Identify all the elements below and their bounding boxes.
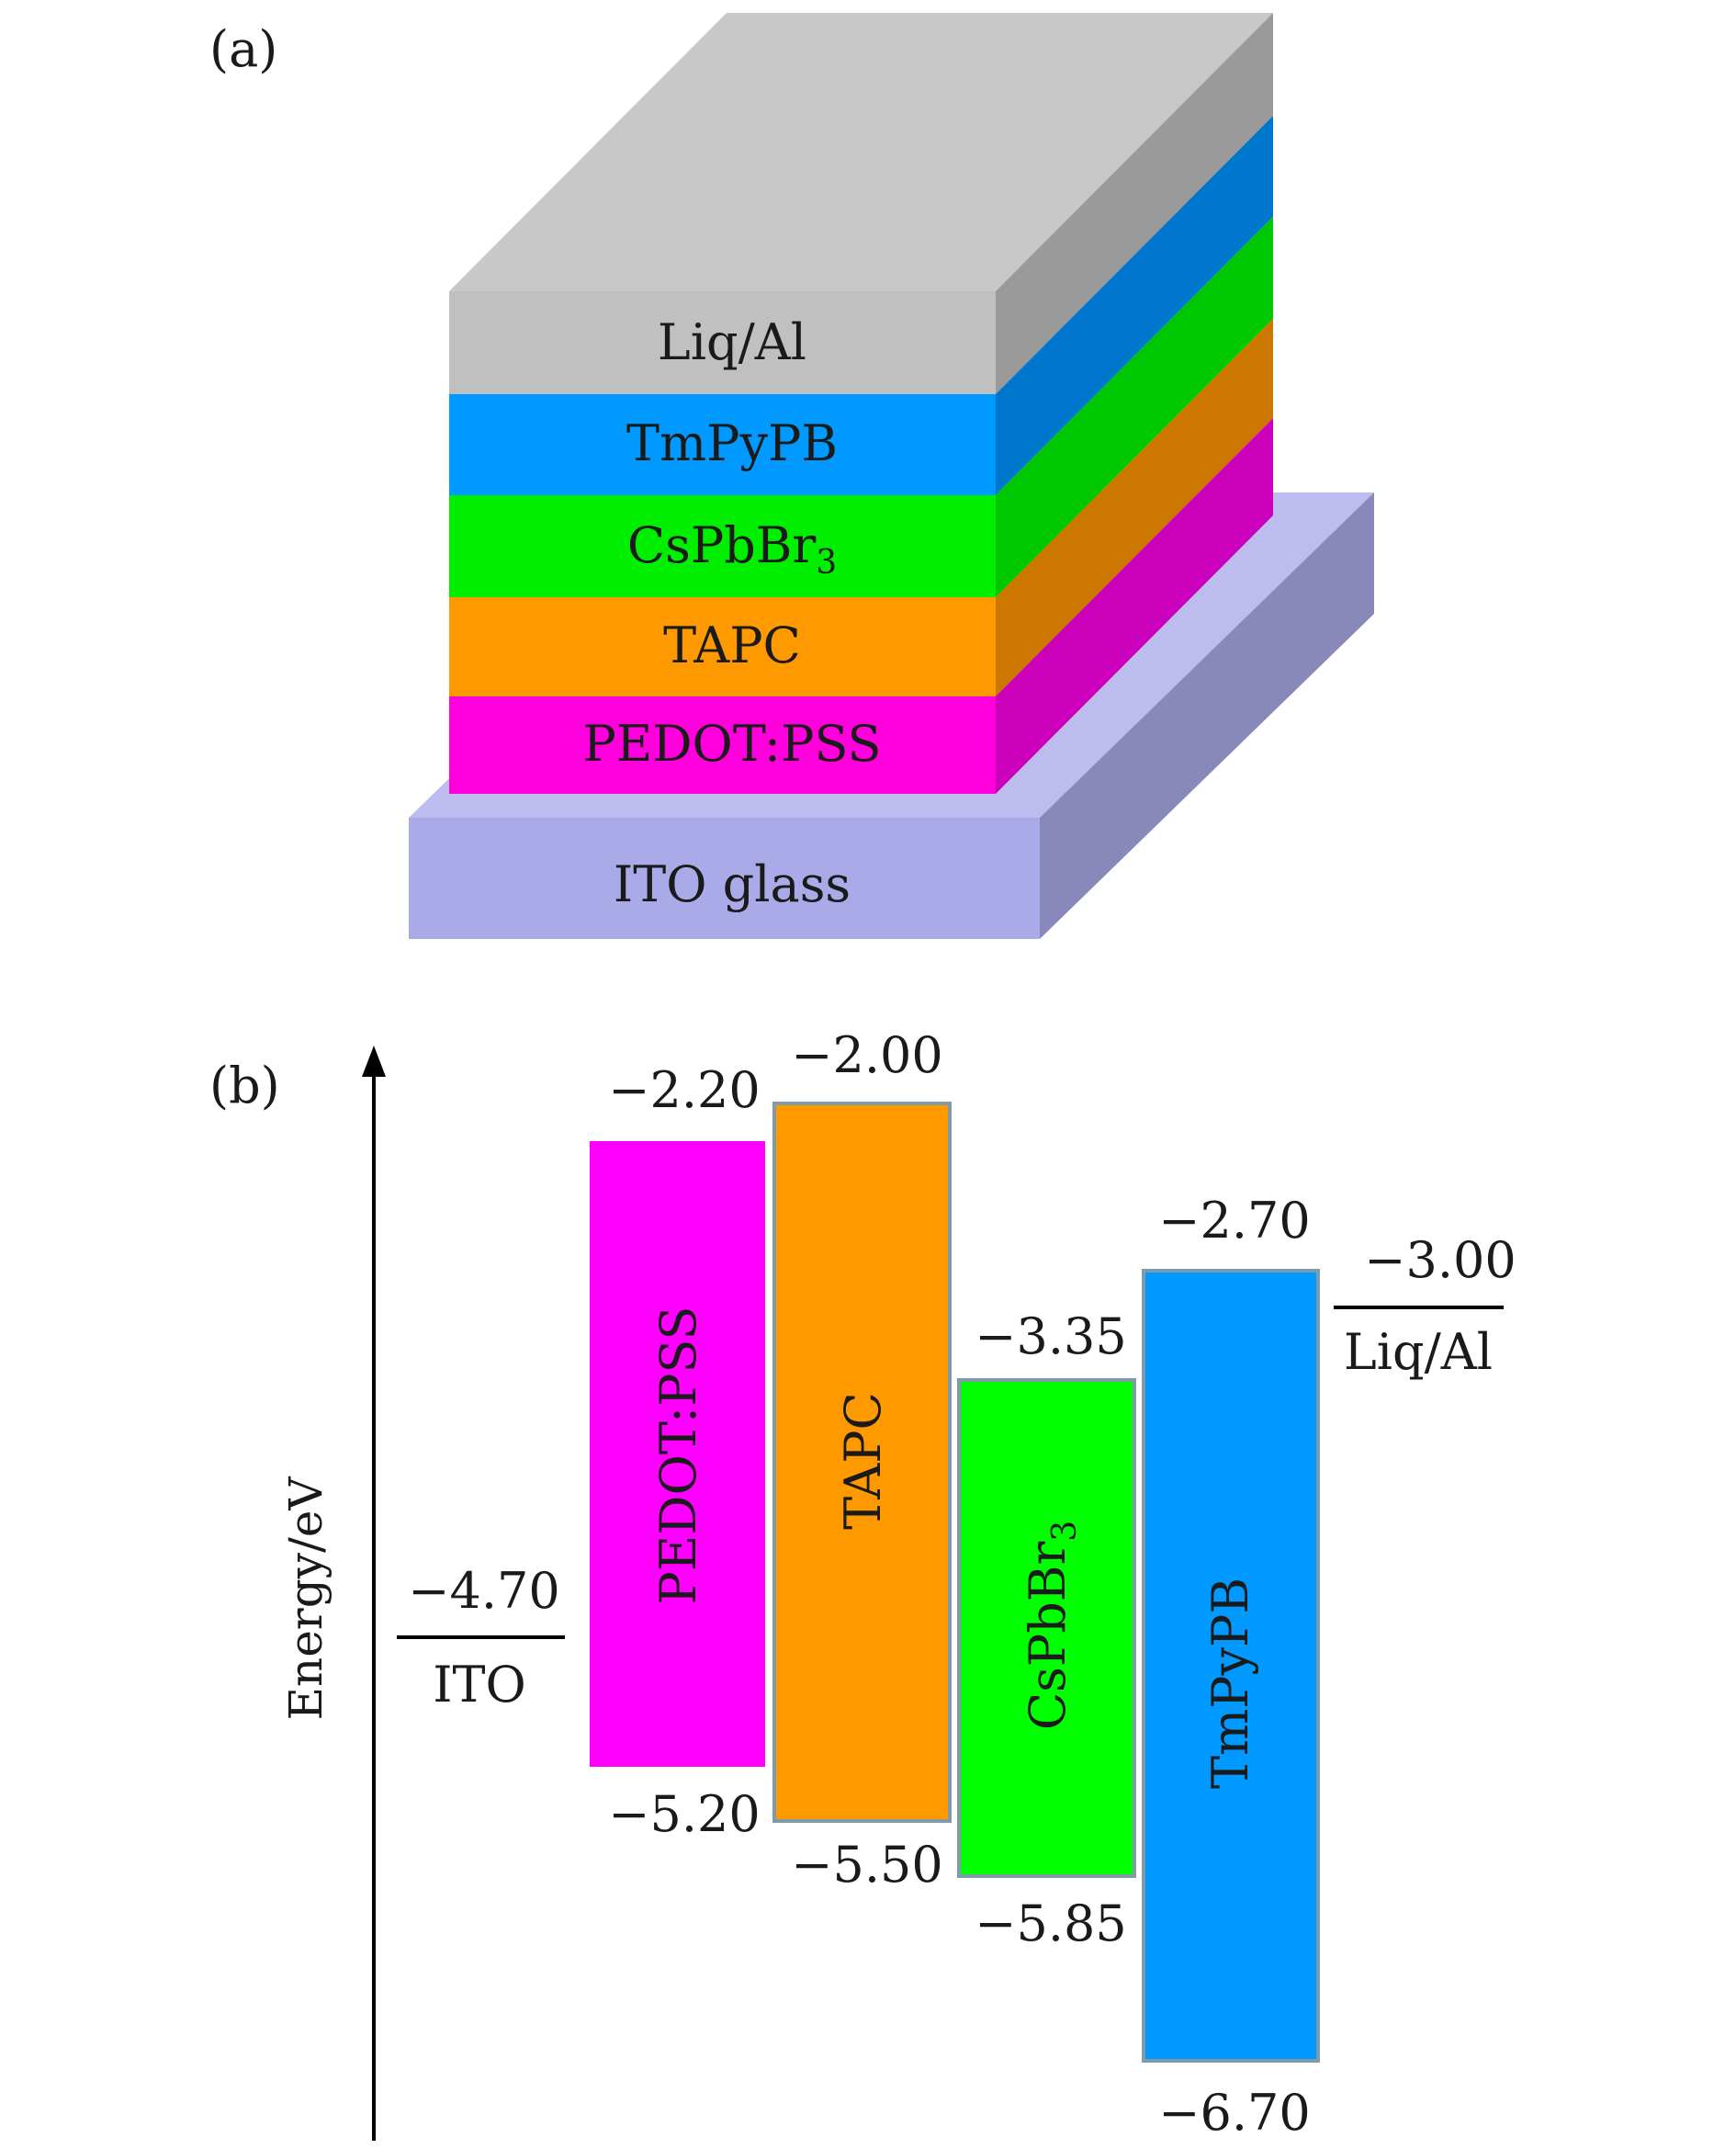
substrate-label: ITO glass	[614, 855, 851, 913]
layer-label-liq-al: Liq/Al	[658, 313, 806, 371]
layer-label-pedot-pss: PEDOT:PSS	[583, 715, 882, 773]
band-tapc-label: TAPC	[834, 1392, 892, 1530]
layer-label-tmpypb: TmPyPB	[626, 414, 838, 472]
band-pedot-pss-top-value: −2.20	[608, 1061, 760, 1119]
layer-front-tapc	[449, 597, 996, 696]
substrate-side-face	[1040, 492, 1374, 939]
band-cspbbr3	[957, 1378, 1136, 1878]
layer-label-cspbbr3: CsPbBr3	[627, 516, 837, 582]
layer-side-tmpypb	[996, 116, 1273, 495]
level-liq-al-value: −3.00	[1364, 1231, 1516, 1289]
band-pedot-pss-bottom-value: −5.20	[608, 1785, 760, 1843]
energy-axis-label: Energy/eV	[279, 1476, 333, 1721]
layer-front-cspbbr3	[449, 495, 996, 597]
level-ito-value: −4.70	[408, 1562, 559, 1620]
layer-side-liq-al	[996, 13, 1273, 394]
panel-b: (b) Energy/eV −4.70 ITO −3.00 Liq/Al −2.…	[209, 1026, 1516, 2142]
level-liq-al-name: Liq/Al	[1344, 1323, 1493, 1381]
level-ito: −4.70 ITO	[397, 1562, 565, 1714]
band-tmpypb	[1142, 1269, 1320, 2063]
layer-front-liq-al	[449, 291, 996, 394]
band-tmpypb-bottom-value: −6.70	[1158, 2084, 1310, 2142]
stack-top-face	[449, 13, 1273, 291]
layer-side-tapc	[996, 319, 1273, 696]
substrate-front-face	[409, 818, 1040, 939]
layer-stack: Liq/Al TmPyPB CsPbBr3 TAPC PEDOT:PSS	[449, 13, 1273, 794]
level-ito-name: ITO	[433, 1656, 526, 1714]
band-tapc	[772, 1102, 952, 1823]
band-tmpypb-top-value: −2.70	[1158, 1192, 1310, 1250]
bands: −2.20 −5.20 PEDOT:PSS −2.00 −5.50 TAPC −…	[590, 1026, 1320, 2142]
level-liq-al: −3.00 Liq/Al	[1334, 1231, 1516, 1381]
layer-side-pedot-pss	[996, 418, 1273, 794]
panel-b-label: (b)	[209, 1057, 280, 1114]
band-cspbbr3-bottom-value: −5.85	[975, 1895, 1126, 1952]
layer-label-tapc: TAPC	[663, 616, 801, 674]
band-cspbbr3-top-value: −3.35	[975, 1307, 1126, 1365]
layer-front-tmpypb	[449, 394, 996, 495]
panel-a: (a) ITO glass Liq/Al TmPyP	[209, 13, 1374, 939]
band-tapc-top-value: −2.00	[791, 1026, 942, 1084]
panel-a-label: (a)	[209, 20, 277, 78]
energy-axis-arrowhead	[362, 1046, 386, 1077]
band-pedot-pss	[590, 1141, 765, 1767]
layer-front-pedot-pss	[449, 696, 996, 794]
band-tmpypb-label: TmPyPB	[1201, 1578, 1259, 1789]
band-tapc-bottom-value: −5.50	[791, 1836, 942, 1894]
band-pedot-pss-label: PEDOT:PSS	[649, 1306, 707, 1605]
layer-side-cspbbr3	[996, 217, 1273, 597]
band-cspbbr3-label: CsPbBr3	[1019, 1521, 1084, 1730]
